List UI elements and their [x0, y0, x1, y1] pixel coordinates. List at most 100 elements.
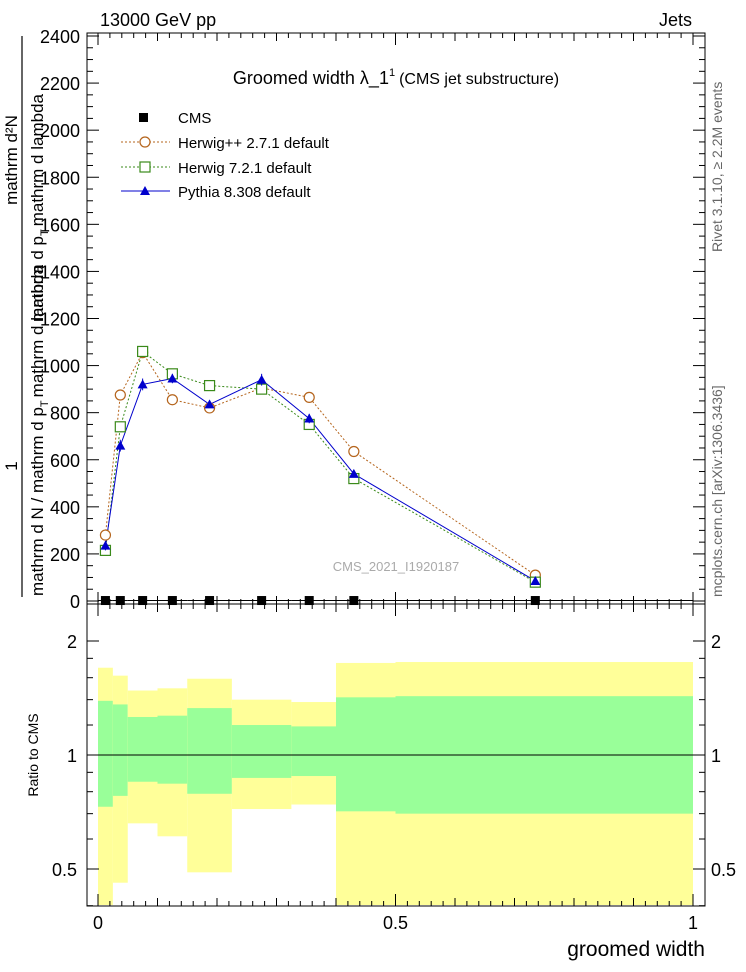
- ratio-green-band: [291, 726, 336, 777]
- header-jets: Jets: [659, 10, 692, 30]
- main-ylabel: 1 mathrm d N / mathrm d pTmathrm d lambd…: [2, 36, 51, 597]
- herwigpp-line: [104, 351, 536, 576]
- ylabel-sec-num: mathrm d²N: [2, 115, 21, 205]
- ratio-green-band: [187, 708, 232, 794]
- plot-title-main: Groomed width λ_1: [233, 68, 389, 89]
- herwigpp-point: [303, 391, 315, 403]
- y-tick-label: 2400: [40, 27, 80, 47]
- ylabel-num: 1: [2, 461, 21, 470]
- mcplots-label: mcplots.cern.ch [arXiv:1306.3436]: [709, 385, 725, 597]
- herwig7-point: [137, 345, 149, 358]
- legend-label-herwigpp: Herwig++ 2.7.1 default: [178, 135, 330, 152]
- ratio-y-tick-label: 1: [67, 746, 77, 766]
- pythia-point: [115, 440, 126, 450]
- y-tick-label: 1800: [40, 168, 80, 188]
- y-tick-label: 200: [50, 545, 80, 565]
- cms-point: [167, 596, 177, 606]
- pythia-line: [104, 377, 536, 582]
- cms-point: [205, 596, 215, 606]
- legend: CMS Herwig++ 2.7.1 default Herwig 7.2.1 …: [121, 110, 330, 201]
- herwigpp-point: [348, 445, 360, 458]
- herwig7-point: [203, 379, 216, 392]
- pythia-point: [348, 468, 359, 478]
- ratio-y-tick-label-right: 1: [711, 746, 721, 766]
- ratio-green-band: [127, 716, 158, 782]
- y-tick-label: 1600: [40, 215, 80, 235]
- cms-point: [115, 596, 125, 606]
- cms-point: [530, 596, 540, 606]
- main-panel: CMS_2021_I1920187 0200400600800100012001…: [2, 27, 706, 612]
- y-tick-label: 2200: [40, 74, 80, 94]
- ylabel-den-b: mathrm d lambda: [28, 265, 47, 398]
- ylabel-sec-den: mathrm d pTmathrm d lambda: [28, 93, 51, 322]
- main-marks: [98, 345, 693, 606]
- header-energy: 13000 GeV pp: [100, 10, 216, 30]
- ratio-green-band: [336, 697, 396, 812]
- legend-marker-herwig7: [139, 161, 151, 173]
- plot-title-suffix: (CMS jet substructure): [399, 71, 559, 88]
- herwigpp-point: [99, 529, 112, 541]
- legend-marker-herwigpp: [139, 136, 151, 148]
- herwig7-point: [114, 421, 126, 433]
- ratio-green-band: [231, 725, 292, 778]
- ratio-y-tick-label-right: 2: [711, 632, 721, 652]
- ratio-green-band: [112, 704, 128, 796]
- x-tick-label: 1: [688, 913, 698, 933]
- pythia-point: [167, 373, 178, 383]
- main-axes: 0 200 400 600 800 1000 1200 1400 1600 1800 2000 220…: [40, 27, 705, 612]
- ratio-y-tick-label: 2: [67, 632, 77, 652]
- legend-item-pythia: Pythia 8.308 default: [121, 184, 311, 201]
- herwigpp-point: [114, 389, 126, 401]
- y-tick-label: 1200: [40, 310, 80, 330]
- ratio-axes: 0.5 0.5 1 1 2 2 0 0.5 1: [52, 604, 736, 933]
- pythia-point: [530, 575, 541, 585]
- ratio-y-tick-label-right: 0.5: [711, 860, 736, 880]
- pythia-point: [304, 413, 315, 423]
- pythia-point: [100, 540, 111, 550]
- herwig7-point: [256, 383, 268, 395]
- y-tick-label: 0: [70, 592, 80, 612]
- cms-point: [304, 596, 314, 606]
- pythia-point: [204, 399, 215, 409]
- legend-item-cms: CMS: [139, 110, 211, 127]
- ylabel-den-sub: T: [39, 400, 51, 407]
- x-tick-label: 0.5: [383, 913, 408, 933]
- cms-point: [100, 596, 110, 606]
- plot-title: Groomed width λ_11 (CMS jet substructure): [233, 67, 559, 89]
- x-tick-label: 0: [93, 913, 103, 933]
- cms-point: [349, 596, 359, 606]
- y-tick-label: 400: [50, 498, 80, 518]
- cms-point: [257, 596, 267, 606]
- legend-label-pythia: Pythia 8.308 default: [178, 184, 311, 201]
- pythia-point: [137, 379, 148, 389]
- rivet-label: Rivet 3.1.10, ≥ 2.2M events: [709, 82, 725, 252]
- ylabel-sec-den-a: mathrm d p: [28, 236, 47, 322]
- y-tick-label: 600: [50, 451, 80, 471]
- ratio-ylabel: Ratio to CMS: [25, 713, 41, 796]
- ratio-frame: [86, 603, 706, 907]
- ratio-bands: [98, 662, 693, 905]
- ylabel-sec-den-sub: T: [39, 229, 51, 236]
- y-tick-label: 1400: [40, 262, 80, 282]
- y-tick-label: 2000: [40, 121, 80, 141]
- ylabel-sec-den-b: mathrm d lambda: [28, 93, 47, 226]
- ratio-green-band: [98, 700, 113, 807]
- ratio-green-band: [157, 715, 188, 784]
- ylabel-den-a: mathrm d N / mathrm d p: [28, 407, 47, 596]
- ratio-panel: 0.5 0.5 1 1 2 2 0 0.5 1 Ratio to CMS groomed wid…: [25, 603, 736, 961]
- legend-label-herwig7: Herwig 7.2.1 default: [178, 160, 312, 177]
- ylabel-den-1: mathrm d N / mathrm d pTmathrm d lambda: [28, 265, 51, 596]
- legend-item-herwigpp: Herwig++ 2.7.1 default: [121, 135, 330, 152]
- cms-point: [138, 596, 148, 606]
- herwig7-line: [104, 350, 536, 583]
- watermark: CMS_2021_I1920187: [333, 559, 460, 574]
- legend-marker-pythia: [140, 186, 150, 195]
- legend-marker-cms: [139, 113, 148, 122]
- legend-item-herwig7: Herwig 7.2.1 default: [121, 160, 312, 177]
- herwigpp-point: [166, 394, 178, 406]
- y-tick-label: 1000: [40, 357, 80, 377]
- plot-title-sup: 1: [389, 67, 395, 79]
- y-tick-label: 800: [50, 404, 80, 424]
- legend-label-cms: CMS: [178, 110, 211, 127]
